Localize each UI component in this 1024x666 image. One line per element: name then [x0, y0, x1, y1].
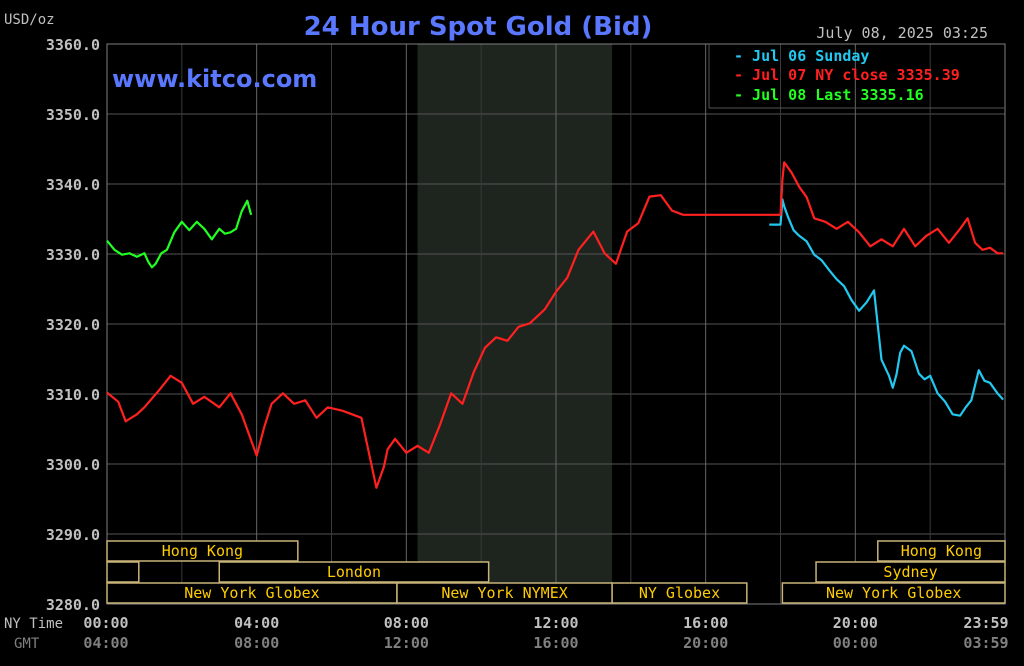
session-ny-globex: NY Globex — [611, 582, 748, 604]
x-tick-label-gmt: 20:00 — [683, 634, 728, 652]
x-tick-label-gmt: 08:00 — [234, 634, 279, 652]
x-tick-label-ny: 23:59 — [963, 614, 1008, 632]
y-tick-label: 3300.0 — [46, 456, 100, 474]
session-label: New York NYMEX — [441, 584, 567, 602]
y-tick-label: 3280.0 — [46, 596, 100, 614]
price-series — [106, 161, 1004, 489]
chart-date: July 08, 2025 03:25 — [816, 24, 988, 42]
y-axis-ticks: 3360.0 3350.0 3340.0 3330.0 3320.0 3310.0 3300… — [46, 36, 100, 614]
x-tick-label-gmt: 12:00 — [384, 634, 429, 652]
session-box — [106, 540, 299, 562]
gmt-label: GMT — [14, 636, 40, 652]
series-line-jul07 — [106, 161, 1004, 489]
session-label: NY Globex — [639, 584, 720, 602]
y-tick-label: 3310.0 — [46, 386, 100, 404]
session-new-york-globex: New York Globex — [106, 582, 398, 604]
legend-item-jul08: - Jul 08 Last 3335.16 — [734, 86, 924, 104]
x-tick-label-gmt: 16:00 — [533, 634, 578, 652]
session-label: New York Globex — [184, 584, 319, 602]
y-tick-label: 3330.0 — [46, 246, 100, 264]
x-tick-label-gmt: 00:00 — [833, 634, 878, 652]
session-box — [781, 582, 1006, 604]
x-tick-label-ny: 16:00 — [683, 614, 728, 632]
watermark: www.kitco.com — [112, 65, 317, 93]
session-blank — [106, 561, 140, 583]
x-axis-ticks: 00:00 04:00 04:00 08:00 08:00 12:00 12:00 16:00… — [83, 614, 1008, 652]
x-tick-label-gmt: 04:00 — [83, 634, 128, 652]
session-new-york-nymex: New York NYMEX — [396, 582, 613, 604]
x-tick-label-ny: 12:00 — [533, 614, 578, 632]
series-line-jul06 — [769, 198, 1004, 417]
chart-title: 24 Hour Spot Gold (Bid) — [304, 12, 653, 42]
ny-time-label: NY Time — [4, 616, 63, 632]
session-box — [106, 561, 140, 583]
x-tick-label-gmt: 03:59 — [963, 634, 1008, 652]
session-box — [218, 561, 490, 583]
y-tick-label: 3360.0 — [46, 36, 100, 54]
session-label: Hong Kong — [162, 542, 243, 560]
session-sydney: Sydney — [815, 561, 1006, 583]
session-hong-kong: Hong Kong — [106, 540, 299, 562]
x-tick-label-ny: 08:00 — [384, 614, 429, 632]
y-tick-label: 3320.0 — [46, 316, 100, 334]
x-tick-label-ny: 20:00 — [833, 614, 878, 632]
session-new-york-globex: New York Globex — [781, 582, 1006, 604]
session-box — [611, 582, 748, 604]
session-hong-kong: Hong Kong — [877, 540, 1006, 562]
session-label: Sydney — [883, 563, 937, 581]
legend: - Jul 06 Sunday - Jul 07 NY close 3335.3… — [734, 47, 960, 104]
session-box — [877, 540, 1006, 562]
y-tick-label: 3340.0 — [46, 176, 100, 194]
plot-frame — [106, 43, 1006, 605]
session-box — [815, 561, 1006, 583]
y-tick-label: 3290.0 — [46, 526, 100, 544]
legend-item-jul06: - Jul 06 Sunday — [734, 47, 869, 65]
session-label: Hong Kong — [901, 542, 982, 560]
session-label: London — [327, 563, 381, 581]
grid-lines — [106, 43, 1006, 605]
session-label: New York Globex — [826, 584, 961, 602]
y-tick-label: 3350.0 — [46, 106, 100, 124]
unit-label: USD/oz — [4, 12, 55, 28]
x-tick-label-ny: 00:00 — [83, 614, 128, 632]
x-tick-label-ny: 04:00 — [234, 614, 279, 632]
legend-item-jul07: - Jul 07 NY close 3335.39 — [734, 66, 960, 84]
trading-sessions: Hong Kong London New York Globex New York N… — [106, 540, 1006, 604]
session-london: London — [218, 561, 490, 583]
series-line-jul08 — [106, 199, 253, 269]
